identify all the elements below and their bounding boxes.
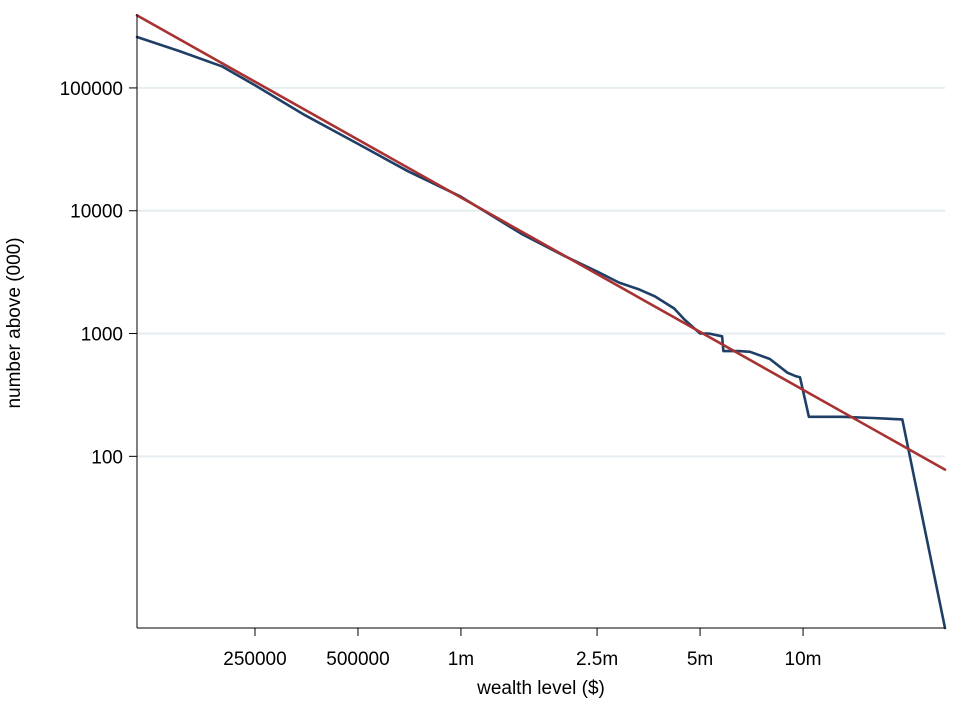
data-series-line	[135, 35, 947, 630]
x-tick-label: 10m	[785, 649, 822, 670]
x-tick-label: 5m	[687, 649, 713, 670]
fitted-line	[135, 14, 947, 471]
gridlines	[137, 86, 945, 458]
x-tick-label: 500000	[326, 649, 389, 670]
y-tick-label: 100000	[60, 79, 123, 100]
x-tick-label: 250000	[223, 649, 286, 670]
x-tick-label: 1m	[448, 649, 474, 670]
axes: 100 1000 10000 100000 250000 500000 1m 2.5m 5m 10…	[60, 14, 945, 670]
series-layer	[135, 14, 947, 630]
x-axis-title: wealth level ($)	[476, 678, 605, 699]
x-tick-label: 2.5m	[576, 649, 618, 670]
y-tick-label: 1000	[81, 325, 123, 346]
y-axis-title: number above (000)	[4, 237, 25, 408]
y-tick-label: 100	[91, 447, 123, 468]
y-tick-label: 10000	[70, 202, 123, 223]
